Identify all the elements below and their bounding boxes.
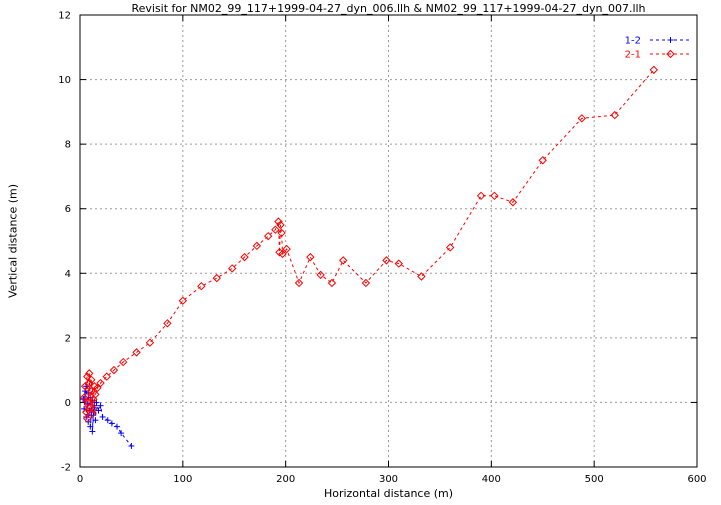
svg-text:0: 0 <box>65 398 71 409</box>
svg-text:12: 12 <box>58 11 71 22</box>
svg-text:10: 10 <box>58 75 71 86</box>
svg-text:4: 4 <box>65 269 71 280</box>
svg-text:500: 500 <box>585 474 604 485</box>
svg-text:200: 200 <box>276 474 295 485</box>
svg-text:-2: -2 <box>61 463 71 474</box>
chart-title: Revisit for NM02_99_117+1999-04-27_dyn_0… <box>131 2 646 15</box>
svg-text:100: 100 <box>173 474 192 485</box>
svg-text:300: 300 <box>379 474 398 485</box>
svg-text:0: 0 <box>77 474 83 485</box>
svg-text:600: 600 <box>687 474 706 485</box>
legend-label-1-2: 1-2 <box>625 36 641 47</box>
legend-label-2-1: 2-1 <box>625 50 641 61</box>
svg-text:400: 400 <box>482 474 501 485</box>
svg-text:8: 8 <box>65 140 71 151</box>
svg-text:6: 6 <box>65 204 71 215</box>
svg-text:2: 2 <box>65 333 71 344</box>
x-axis-label: Horizontal distance (m) <box>323 487 454 500</box>
